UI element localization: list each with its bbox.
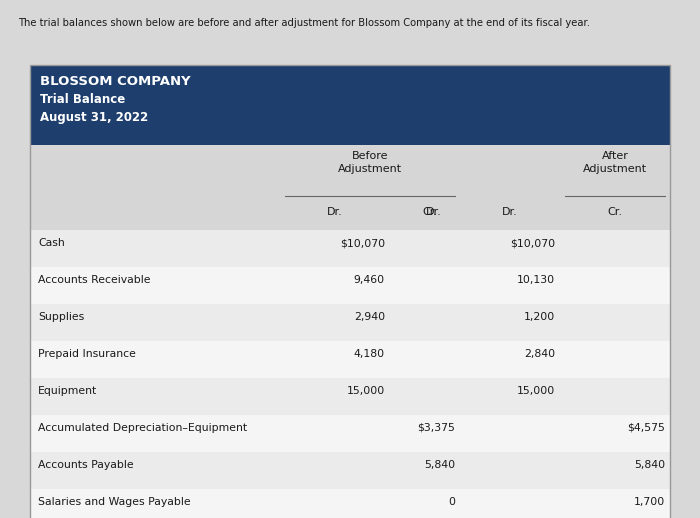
FancyBboxPatch shape (30, 267, 670, 304)
Text: Supplies: Supplies (38, 312, 84, 322)
Text: 4,180: 4,180 (354, 349, 385, 359)
Text: $3,375: $3,375 (417, 423, 455, 433)
Text: Cr.: Cr. (423, 207, 438, 217)
Text: Cr.: Cr. (608, 207, 622, 217)
Text: The trial balances shown below are before and after adjustment for Blossom Compa: The trial balances shown below are befor… (18, 18, 590, 28)
Text: $4,575: $4,575 (627, 423, 665, 433)
Text: Accounts Receivable: Accounts Receivable (38, 275, 150, 285)
Text: 0: 0 (448, 497, 455, 507)
Text: 5,840: 5,840 (634, 460, 665, 470)
Text: 1,700: 1,700 (634, 497, 665, 507)
Text: BLOSSOM COMPANY: BLOSSOM COMPANY (40, 75, 190, 88)
FancyBboxPatch shape (30, 378, 670, 415)
FancyBboxPatch shape (30, 341, 670, 378)
Text: $10,070: $10,070 (340, 238, 385, 248)
FancyBboxPatch shape (30, 145, 670, 200)
Text: August 31, 2022: August 31, 2022 (40, 111, 148, 124)
Text: Prepaid Insurance: Prepaid Insurance (38, 349, 136, 359)
Text: 15,000: 15,000 (346, 386, 385, 396)
Text: Trial Balance: Trial Balance (40, 93, 125, 106)
FancyBboxPatch shape (30, 200, 670, 230)
FancyBboxPatch shape (30, 415, 670, 452)
FancyBboxPatch shape (30, 452, 670, 489)
Text: Dr.: Dr. (502, 207, 518, 217)
Text: Accounts Payable: Accounts Payable (38, 460, 134, 470)
FancyBboxPatch shape (30, 489, 670, 518)
Text: 15,000: 15,000 (517, 386, 555, 396)
Text: Cash: Cash (38, 238, 64, 248)
Text: 1,200: 1,200 (524, 312, 555, 322)
Text: $10,070: $10,070 (510, 238, 555, 248)
Text: 5,840: 5,840 (424, 460, 455, 470)
Text: After
Adjustment: After Adjustment (583, 151, 647, 174)
Text: 10,130: 10,130 (517, 275, 555, 285)
Text: 9,460: 9,460 (354, 275, 385, 285)
FancyBboxPatch shape (30, 230, 670, 267)
FancyBboxPatch shape (30, 65, 670, 145)
Text: 2,940: 2,940 (354, 312, 385, 322)
Text: 2,840: 2,840 (524, 349, 555, 359)
Text: Dr.: Dr. (327, 207, 343, 217)
Text: Equipment: Equipment (38, 386, 97, 396)
Text: Salaries and Wages Payable: Salaries and Wages Payable (38, 497, 190, 507)
FancyBboxPatch shape (30, 304, 670, 341)
Text: Accumulated Depreciation–Equipment: Accumulated Depreciation–Equipment (38, 423, 247, 433)
Text: Before
Adjustment: Before Adjustment (338, 151, 402, 174)
Text: Dr.: Dr. (426, 207, 442, 217)
